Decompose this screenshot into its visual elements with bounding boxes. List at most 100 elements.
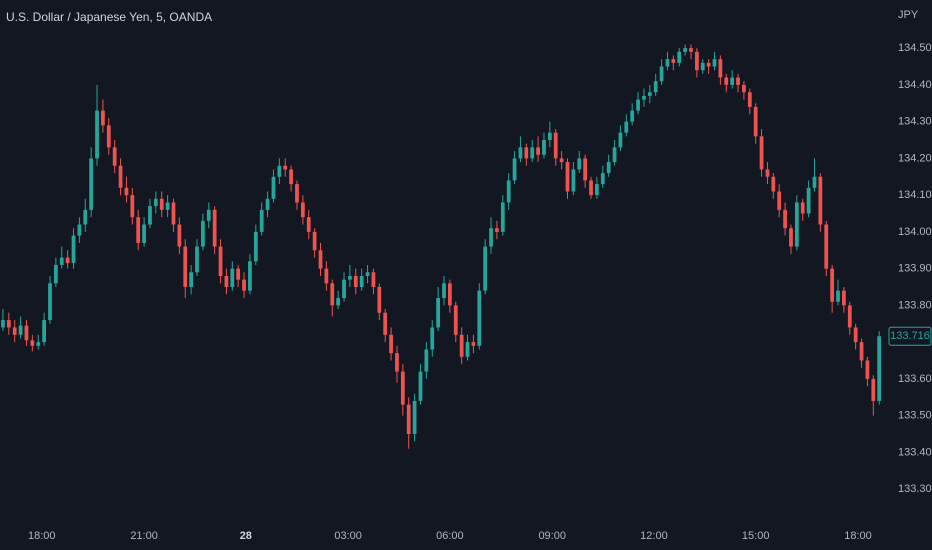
candle-body xyxy=(571,169,576,192)
candle-body xyxy=(112,147,117,166)
candle-body xyxy=(236,268,241,280)
candle-body xyxy=(842,290,846,306)
x-tick-label: 18:00 xyxy=(844,530,872,542)
candle-body xyxy=(201,220,205,247)
candle-body xyxy=(77,224,82,236)
candle-body xyxy=(265,198,270,210)
candle-body xyxy=(148,206,152,225)
candle-body xyxy=(183,246,188,288)
candle-body xyxy=(412,400,417,435)
candle-body xyxy=(136,217,141,243)
candle-body xyxy=(95,110,99,159)
candle-body xyxy=(400,371,405,405)
candle-body xyxy=(230,268,235,288)
candle-body xyxy=(824,224,829,269)
candle-body xyxy=(789,228,793,247)
candle-body xyxy=(689,48,693,52)
x-tick-label: 28 xyxy=(240,530,252,542)
candle-body xyxy=(812,176,817,188)
candle-body xyxy=(800,202,805,214)
candle-body xyxy=(277,165,282,177)
candle-body xyxy=(694,51,699,71)
candle-body xyxy=(877,336,882,401)
x-tick-label: 15:00 xyxy=(742,530,770,542)
candle-body xyxy=(271,176,276,199)
candle-body xyxy=(865,360,870,379)
candle-body xyxy=(712,59,717,67)
candle-body xyxy=(553,132,558,159)
x-tick-label: 03:00 xyxy=(334,530,362,542)
candle-body xyxy=(636,99,640,111)
candle-body xyxy=(836,290,840,302)
candle-body xyxy=(559,158,564,163)
candle-body xyxy=(383,312,388,335)
candle-body xyxy=(389,334,393,354)
candle-body xyxy=(342,279,346,299)
y-tick-label: 133.600 xyxy=(898,373,932,385)
candle-body xyxy=(759,136,764,170)
candle-body xyxy=(453,305,458,335)
candle-body xyxy=(483,246,488,291)
candle-body xyxy=(165,202,170,210)
candle-body xyxy=(536,147,540,155)
candle-body xyxy=(806,187,811,214)
candle-body xyxy=(142,224,146,243)
candle-body xyxy=(512,158,517,181)
candle-body xyxy=(747,92,752,107)
candle-body xyxy=(542,140,546,155)
candle-body xyxy=(612,147,617,163)
candle-body xyxy=(365,272,370,276)
candle-body xyxy=(753,106,758,137)
plot-area xyxy=(1,44,882,449)
candle-body xyxy=(665,59,670,67)
candle-body xyxy=(783,209,787,229)
candle-body xyxy=(847,305,852,328)
candle-body xyxy=(130,195,135,218)
candle-body xyxy=(595,184,599,196)
candle-body xyxy=(206,209,211,221)
x-tick-label: 06:00 xyxy=(436,530,464,542)
candle-body xyxy=(853,327,858,343)
candle-body xyxy=(671,59,676,63)
candle-body xyxy=(124,187,129,196)
candle-body xyxy=(248,261,252,291)
candle-body xyxy=(683,48,687,52)
y-tick-label: 134.400 xyxy=(898,79,932,91)
candle-body xyxy=(524,147,529,159)
candle-body xyxy=(118,165,123,188)
y-tick-label: 133.900 xyxy=(898,263,932,275)
candle-body xyxy=(642,95,646,100)
y-tick-label: 134.000 xyxy=(898,226,932,238)
candle-body xyxy=(18,325,23,335)
candle-body xyxy=(859,342,864,361)
candle-body xyxy=(430,327,435,350)
y-tick-label: 134.200 xyxy=(898,152,932,164)
candle-body xyxy=(765,169,770,177)
candle-body xyxy=(171,202,176,225)
x-tick-label: 09:00 xyxy=(538,530,566,542)
y-tick-label: 133.500 xyxy=(898,410,932,422)
candle-body xyxy=(565,162,570,192)
candle-body xyxy=(1,320,5,328)
candle-body xyxy=(195,246,199,273)
candle-body xyxy=(471,342,476,346)
candle-body xyxy=(606,162,611,174)
candle-body xyxy=(259,209,264,232)
candle-body xyxy=(242,279,246,291)
candle-body xyxy=(647,92,652,96)
candle-body xyxy=(177,224,182,247)
candle-body xyxy=(42,320,46,343)
candle-body xyxy=(218,246,223,276)
candle-body xyxy=(724,77,729,85)
candle-body xyxy=(395,353,399,372)
y-tick-label: 133.400 xyxy=(898,446,932,458)
candle-body xyxy=(89,158,94,210)
candle-body xyxy=(506,180,511,203)
candle-body xyxy=(547,132,552,141)
candle-body xyxy=(359,275,364,288)
candle-body xyxy=(406,404,411,435)
candle-body xyxy=(30,340,35,346)
candle-body xyxy=(830,268,835,302)
